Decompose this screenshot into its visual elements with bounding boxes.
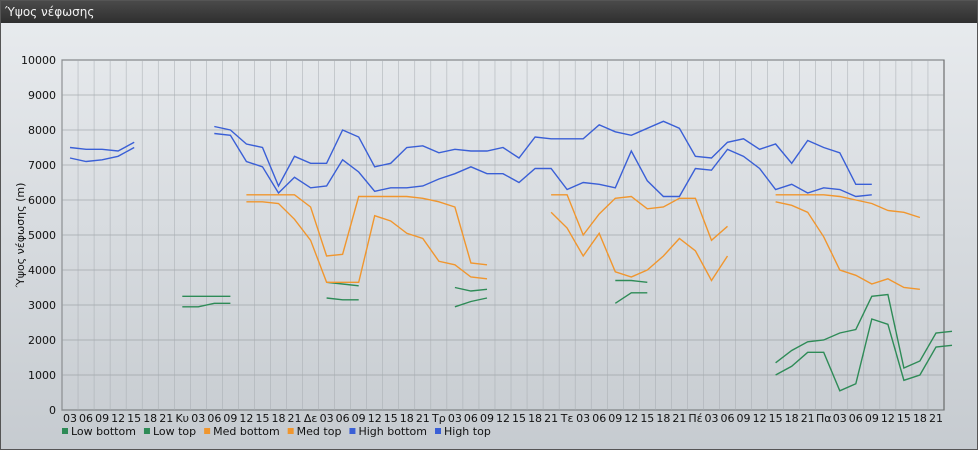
legend-label: Med top [297,425,342,438]
x-tick-label: 09 [352,412,366,425]
y-tick-label: 10000 [21,54,56,67]
series-line-med-bottom [246,201,488,283]
x-tick-label: 03 [576,412,590,425]
series-line-low-bottom [614,292,648,304]
window-title: Ύψος νέφωσης [1,1,977,23]
legend-swatch [143,428,150,434]
x-tick-label: 15 [640,412,654,425]
x-tick-label: 21 [159,412,173,425]
series-line-low-bottom [182,302,231,308]
series-line-low-bottom [454,297,488,308]
x-tick-label: 18 [785,412,799,425]
x-tick-label: 21 [416,412,430,425]
x-tick-label: Τε [560,412,574,425]
series-line-high-bottom [214,132,872,198]
x-tick-label: 09 [95,412,109,425]
series-line-med-bottom [775,201,920,290]
x-tick-label: 06 [464,412,478,425]
y-tick-label: 1000 [28,369,56,382]
y-tick-label: 8000 [28,124,56,137]
y-tick-label: 2000 [28,334,56,347]
x-tick-label: Κυ [175,412,189,425]
x-tick-label: 12 [239,412,253,425]
x-tick-label: 15 [512,412,526,425]
x-tick-label: 06 [79,412,93,425]
series-line-low-top [775,293,953,369]
x-tick-label: 03 [191,412,205,425]
x-tick-label: 06 [207,412,221,425]
x-tick-label: 21 [544,412,558,425]
series-line-med-bottom [550,211,729,282]
series-line-high-top [214,120,872,188]
x-tick-label: 03 [833,412,847,425]
y-tick-label: 7000 [28,159,56,172]
x-tick-label: 06 [721,412,735,425]
x-tick-label: Δε [304,412,318,425]
legend-swatch [287,428,294,434]
x-tick-label: 09 [865,412,879,425]
series-line-high-top [69,141,135,152]
x-tick-label: Τρ [431,412,446,425]
series-line-high-bottom [69,146,135,163]
legend-label: High top [444,425,491,438]
x-tick-label: 12 [496,412,510,425]
x-tick-label: 06 [336,412,350,425]
x-tick-label: Πέ [688,412,702,425]
series-line-low-bottom [326,297,359,301]
x-tick-label: 12 [111,412,125,425]
x-tick-label: 03 [448,412,462,425]
x-tick-label: 18 [913,412,927,425]
x-tick-label: 03 [704,412,718,425]
x-tick-label: 15 [769,412,783,425]
x-tick-label: 12 [881,412,895,425]
x-tick-label: 03 [320,412,334,425]
x-tick-label: 12 [368,412,382,425]
x-tick-label: 15 [384,412,398,425]
x-tick-label: 09 [480,412,494,425]
series-line-low-top [615,279,648,283]
x-tick-label: 03 [63,412,77,425]
x-tick-label: 12 [753,412,767,425]
legend-label: Low bottom [71,425,136,438]
y-tick-label: 0 [49,404,56,417]
y-tick-label: 3000 [28,299,56,312]
y-tick-label: 4000 [28,264,56,277]
y-tick-label: 6000 [28,194,56,207]
x-tick-label: 09 [737,412,751,425]
x-tick-label: Πα [816,412,832,425]
x-tick-label: 18 [400,412,414,425]
y-tick-label: 5000 [28,229,56,242]
legend-label: Med bottom [213,425,280,438]
legend-swatch [62,428,68,434]
series-line-low-bottom [775,318,953,392]
x-tick-label: 09 [608,412,622,425]
x-tick-label: 21 [801,412,815,425]
x-tick-label: 06 [592,412,606,425]
legend-label: Low top [153,425,196,438]
series-line-low-top [454,286,488,292]
x-tick-label: 15 [897,412,911,425]
x-tick-label: 09 [223,412,237,425]
x-tick-label: 18 [271,412,285,425]
x-tick-label: 18 [528,412,542,425]
legend-swatch [204,428,211,434]
y-tick-label: 9000 [28,89,56,102]
x-tick-label: 21 [929,412,943,425]
series-line-med-top [246,194,488,266]
y-axis-label: Ύψος νέφωσης (m) [14,183,27,289]
x-tick-label: 21 [288,412,302,425]
x-tick-label: 18 [656,412,670,425]
legend-swatch [349,428,356,434]
x-tick-label: 15 [127,412,141,425]
series-line-med-top [551,194,728,242]
legend-swatch [435,428,441,434]
x-tick-label: 15 [255,412,269,425]
x-tick-label: 21 [672,412,686,425]
x-tick-label: 12 [624,412,638,425]
x-tick-label: 06 [849,412,863,425]
series-line-med-top [775,194,921,219]
legend-label: High bottom [358,425,427,438]
x-tick-label: 18 [143,412,157,425]
